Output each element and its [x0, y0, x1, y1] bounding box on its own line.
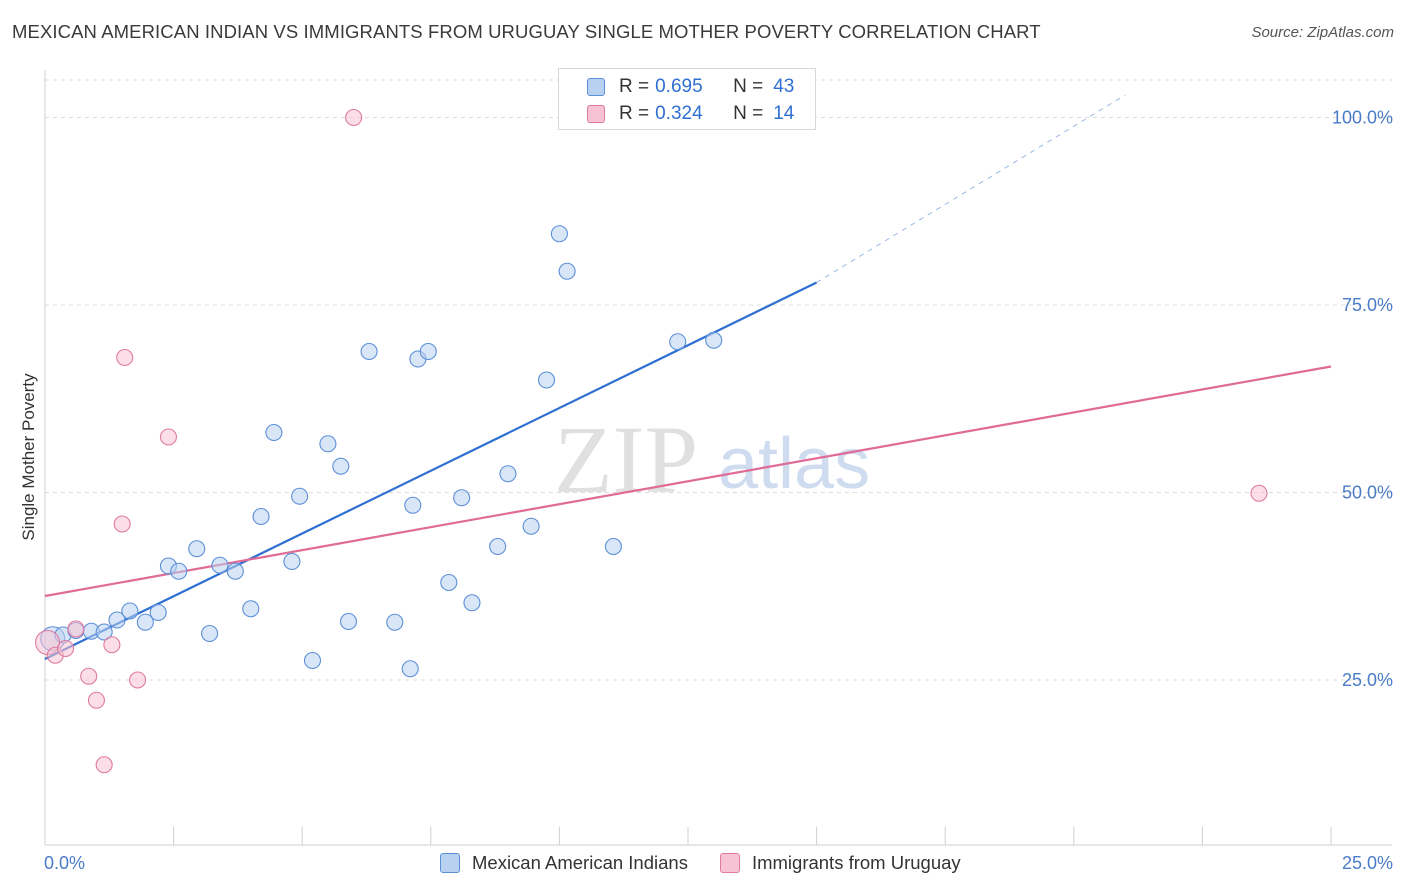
legend-r-label: R =	[619, 76, 650, 97]
point-immigrants-from-uruguay	[1250, 484, 1268, 502]
point-immigrants-from-uruguay	[159, 428, 178, 446]
point-mexican-american-indians	[499, 465, 517, 483]
legend-swatch-blue	[587, 78, 605, 96]
legend-r-value: 0.695	[655, 76, 703, 97]
legend-n-value: 14	[773, 103, 795, 124]
point-mexican-american-indians	[386, 613, 404, 631]
chart-title: MEXICAN AMERICAN INDIAN VS IMMIGRANTS FR…	[12, 21, 1041, 42]
point-immigrants-from-uruguay	[87, 691, 105, 709]
point-mexican-american-indians	[283, 552, 301, 571]
point-mexican-american-indians	[440, 573, 458, 592]
trend-line-0	[44, 281, 818, 660]
x-tick-label-max: 25.0%	[1342, 853, 1393, 873]
point-mexican-american-indians	[211, 556, 229, 574]
point-mexican-american-indians	[332, 457, 350, 475]
point-immigrants-from-uruguay	[113, 515, 131, 533]
x-tick-label-min: 0.0%	[44, 853, 85, 873]
series-swatch-pink	[719, 853, 740, 873]
stats-legend: R = 0.695 N = 43 R = 0.324 N = 14	[558, 68, 816, 130]
watermark-zip: ZIP	[554, 406, 698, 513]
trend-line-1	[44, 365, 1332, 598]
point-immigrants-from-uruguay	[345, 108, 363, 127]
point-immigrants-from-uruguay	[57, 639, 75, 658]
y-tick-label: 25.0%	[1342, 670, 1393, 690]
series-legend-item-immigrants-from-uruguay[interactable]: Immigrants from Uruguay	[719, 852, 961, 874]
point-mexican-american-indians	[149, 603, 167, 622]
point-mexican-american-indians	[226, 562, 244, 580]
point-mexican-american-indians	[303, 651, 322, 670]
point-mexican-american-indians	[604, 537, 622, 556]
legend-n-label: N =	[733, 76, 764, 97]
point-mexican-american-indians	[453, 489, 471, 507]
point-mexican-american-indians	[108, 611, 126, 629]
trend-line-extension-0	[816, 94, 1126, 283]
point-mexican-american-indians	[252, 507, 270, 526]
y-tick-label: 100.0%	[1332, 108, 1393, 128]
point-mexican-american-indians	[550, 225, 568, 243]
trend-lines	[44, 94, 1332, 660]
legend-row-immigrants-from-uruguay: R = 0.324 N = 14	[587, 101, 794, 127]
point-immigrants-from-uruguay	[103, 636, 121, 654]
point-mexican-american-indians	[265, 423, 283, 442]
legend-r-value: 0.324	[655, 103, 703, 124]
point-mexican-american-indians	[558, 262, 576, 280]
point-mexican-american-indians	[522, 517, 540, 535]
point-mexican-american-indians	[489, 537, 507, 556]
source-credit: Source: ZipAtlas.com	[1251, 24, 1394, 41]
tick-labels: 25.0% 50.0% 75.0% 100.0% 0.0% 25.0%	[44, 108, 1393, 874]
legend-swatch-pink	[587, 105, 605, 123]
legend-r-label: R =	[619, 103, 650, 124]
point-mexican-american-indians	[419, 342, 437, 361]
legend-n-value: 43	[773, 76, 795, 97]
point-mexican-american-indians	[188, 540, 206, 558]
point-mexican-american-indians	[705, 331, 723, 349]
series-swatch-blue	[440, 853, 460, 873]
legend-n-label: N =	[733, 103, 764, 124]
point-mexican-american-indians	[319, 435, 337, 453]
point-mexican-american-indians	[360, 342, 378, 361]
point-mexican-american-indians	[669, 333, 687, 351]
y-tick-label: 75.0%	[1342, 295, 1393, 315]
watermark: ZIP atlas	[554, 406, 870, 513]
point-mexican-american-indians	[242, 600, 260, 618]
point-immigrants-from-uruguay	[129, 671, 147, 689]
point-immigrants-from-uruguay	[67, 620, 85, 638]
axes	[44, 70, 1392, 846]
series-legend-label: Immigrants from Uruguay	[751, 852, 961, 873]
y-tick-label: 50.0%	[1342, 483, 1393, 503]
point-immigrants-from-uruguay	[80, 667, 98, 685]
point-mexican-american-indians	[95, 623, 113, 641]
point-mexican-american-indians	[463, 594, 481, 612]
data-points	[35, 108, 1268, 774]
point-mexican-american-indians	[201, 624, 219, 643]
legend-row-mexican-american-indians: R = 0.695 N = 43	[587, 74, 794, 100]
point-mexican-american-indians	[291, 487, 309, 505]
point-mexican-american-indians	[170, 562, 188, 580]
point-mexican-american-indians	[121, 602, 139, 620]
point-mexican-american-indians	[537, 371, 556, 389]
point-mexican-american-indians	[404, 496, 422, 514]
gridlines	[45, 79, 1392, 681]
series-legend-label: Mexican American Indians	[472, 852, 688, 873]
point-mexican-american-indians	[136, 613, 154, 631]
point-immigrants-from-uruguay	[95, 756, 113, 774]
series-legend-item-mexican-american-indians[interactable]: Mexican American Indians	[440, 852, 688, 874]
watermark-atlas: atlas	[718, 424, 870, 504]
point-immigrants-from-uruguay	[116, 348, 134, 367]
point-mexican-american-indians	[401, 660, 419, 678]
point-mexican-american-indians	[339, 612, 358, 631]
series-legend: Mexican American Indians Immigrants from…	[440, 852, 993, 874]
y-axis-label: Single Mother Poverty	[19, 373, 38, 541]
